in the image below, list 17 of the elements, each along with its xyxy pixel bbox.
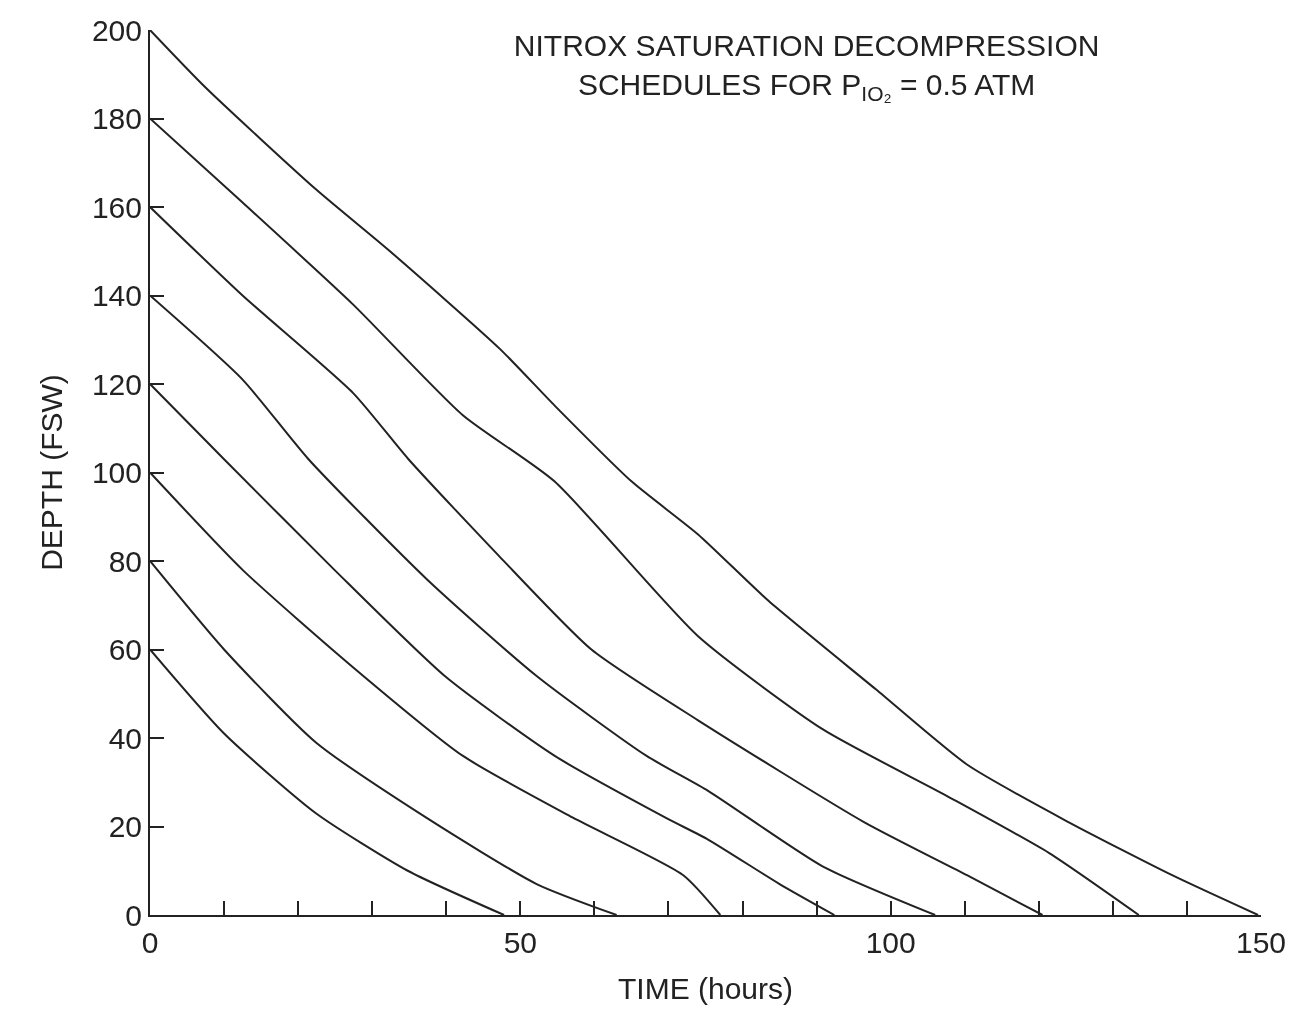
x-axis-title: TIME (hours): [617, 972, 794, 1005]
y-tick-label: 100: [91, 456, 142, 489]
x-tick-label: 100: [865, 926, 916, 959]
y-axis-title: DEPTH (FSW): [35, 374, 69, 571]
text: NITROX SATURATION DECOMPRESSION SCHEDULES FOR P$_{IO₂}$ = 0.5 ATM: [513, 28, 1100, 106]
x-tick-label: 150: [1235, 926, 1287, 959]
y-tick-label: 0: [125, 898, 142, 932]
y-tick-label: 80: [108, 544, 142, 578]
y-tick-label: 200: [91, 13, 142, 47]
y-tick-label: 20: [108, 810, 142, 843]
y-tick-label: 160: [91, 190, 142, 224]
x-tick-label: 50: [503, 926, 538, 959]
y-tick-label: 140: [91, 279, 142, 312]
y-tick-label: 60: [108, 633, 142, 666]
y-tick-label: 40: [108, 721, 142, 755]
y-tick-label: 120: [91, 367, 142, 401]
y-tick-label: 180: [91, 102, 142, 135]
